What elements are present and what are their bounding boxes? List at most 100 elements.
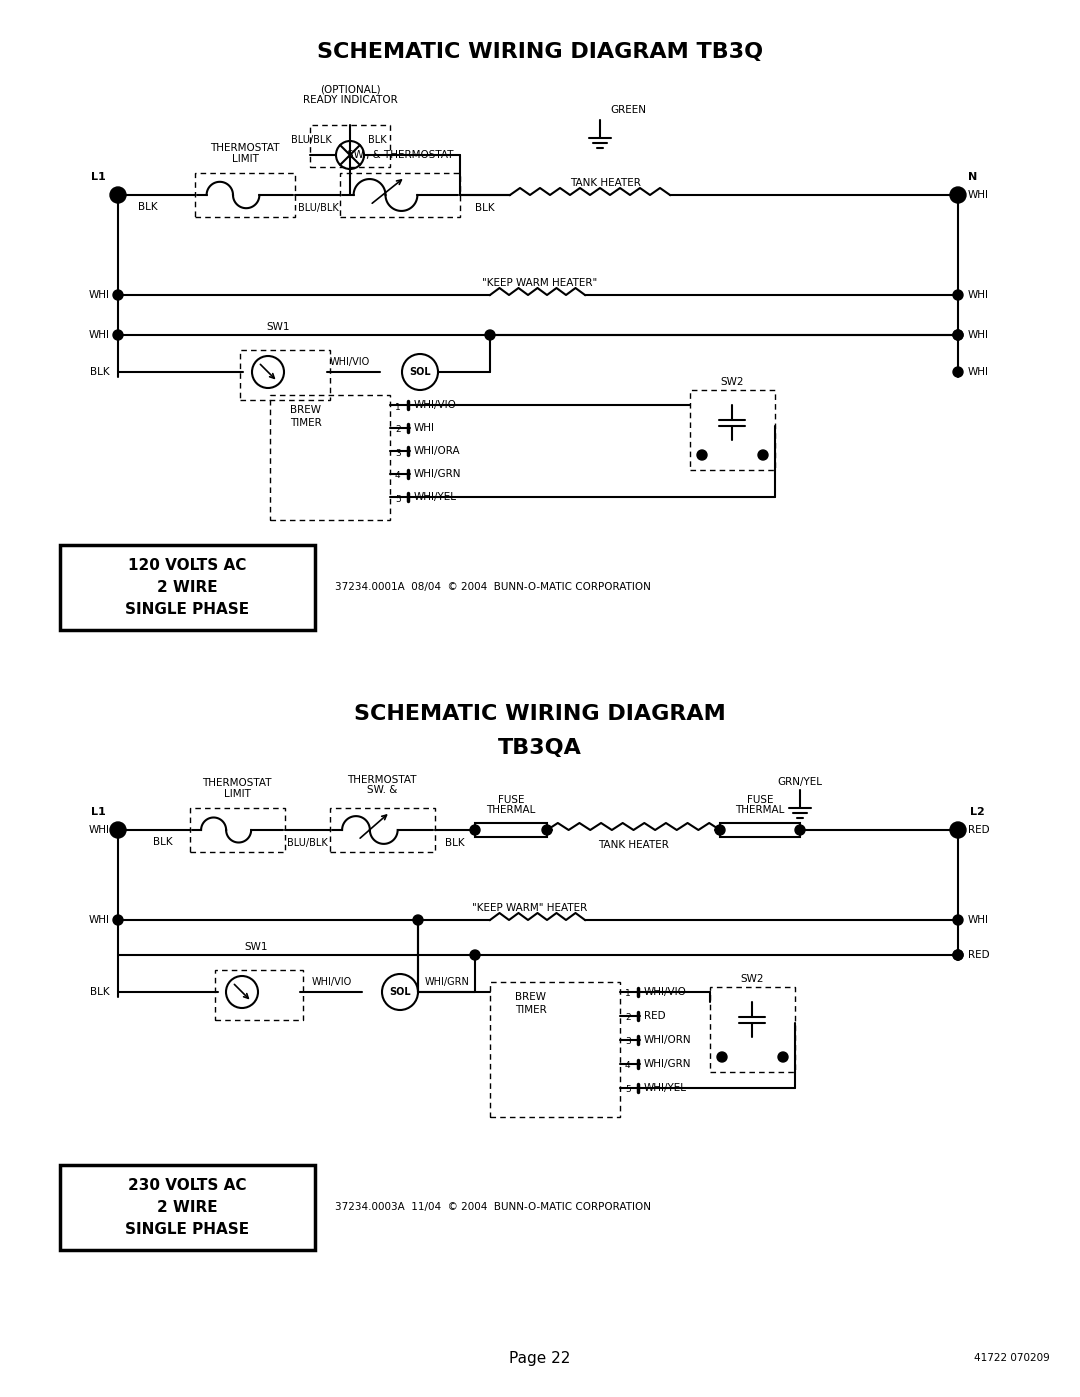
Text: WHI: WHI	[968, 915, 989, 925]
Bar	[475, 823, 546, 837]
Bar	[240, 351, 330, 400]
Text: FUSE: FUSE	[746, 795, 773, 805]
Text: BLK: BLK	[368, 136, 387, 145]
Text: 230 VOLTS AC: 230 VOLTS AC	[127, 1178, 246, 1193]
Text: WHI: WHI	[968, 190, 989, 200]
Text: L1: L1	[91, 172, 106, 182]
Text: WHI/VIO: WHI/VIO	[414, 400, 457, 409]
Bar	[690, 390, 775, 469]
Circle shape	[110, 187, 126, 203]
Text: "KEEP WARM" HEATER: "KEEP WARM" HEATER	[472, 902, 588, 914]
Bar	[330, 807, 435, 852]
Text: L2: L2	[970, 807, 985, 817]
Circle shape	[542, 826, 552, 835]
Text: SW., & THERMOSTAT: SW., & THERMOSTAT	[347, 149, 454, 161]
Text: BLK: BLK	[445, 838, 464, 848]
Text: 2: 2	[625, 1013, 631, 1023]
Circle shape	[953, 190, 963, 200]
Text: SCHEMATIC WIRING DIAGRAM: SCHEMATIC WIRING DIAGRAM	[354, 704, 726, 724]
Text: WHI: WHI	[968, 330, 989, 339]
Text: BLK: BLK	[475, 203, 495, 212]
Text: BLU/BLK: BLU/BLK	[298, 203, 338, 212]
Text: 2: 2	[395, 426, 401, 434]
Text: 2 WIRE: 2 WIRE	[157, 580, 217, 595]
Text: SOL: SOL	[389, 988, 410, 997]
Text: TANK HEATER: TANK HEATER	[597, 840, 669, 849]
Text: TIMER: TIMER	[515, 1004, 546, 1016]
Circle shape	[717, 1052, 727, 1062]
Text: BLK: BLK	[91, 988, 110, 997]
Text: THERMOSTAT: THERMOSTAT	[202, 778, 272, 788]
Bar	[720, 823, 800, 837]
Text: Page 22: Page 22	[510, 1351, 570, 1365]
Circle shape	[950, 821, 966, 838]
Circle shape	[953, 826, 963, 835]
Text: BLK: BLK	[91, 367, 110, 377]
Text: 41722 070209: 41722 070209	[974, 1354, 1050, 1363]
Text: WHI/VIO: WHI/VIO	[644, 988, 687, 997]
Text: WHI/ORN: WHI/ORN	[644, 1035, 691, 1045]
Text: THERMAL: THERMAL	[735, 805, 785, 814]
Text: 4: 4	[395, 472, 401, 481]
Text: THERMAL: THERMAL	[486, 805, 536, 814]
Text: WHI: WHI	[968, 367, 989, 377]
Circle shape	[470, 950, 480, 960]
Text: WHI/YEL: WHI/YEL	[644, 1083, 687, 1092]
Text: SOL: SOL	[409, 367, 431, 377]
Circle shape	[113, 291, 123, 300]
Text: RED: RED	[968, 826, 989, 835]
Text: 3: 3	[625, 1038, 631, 1046]
Text: 37234.0003A  11/04  © 2004  BUNN-O-MATIC CORPORATION: 37234.0003A 11/04 © 2004 BUNN-O-MATIC CO…	[335, 1201, 651, 1213]
Circle shape	[778, 1052, 788, 1062]
Text: RED: RED	[968, 950, 989, 960]
Text: 37234.0001A  08/04  © 2004  BUNN-O-MATIC CORPORATION: 37234.0001A 08/04 © 2004 BUNN-O-MATIC CO…	[335, 583, 651, 592]
Bar	[195, 173, 295, 217]
Text: BREW: BREW	[291, 405, 321, 415]
Text: TB3QA: TB3QA	[498, 738, 582, 759]
Text: SINGLE PHASE: SINGLE PHASE	[125, 602, 249, 616]
Text: LIMIT: LIMIT	[224, 789, 251, 799]
Circle shape	[953, 915, 963, 925]
Text: THERMOSTAT: THERMOSTAT	[348, 775, 417, 785]
Text: WHI: WHI	[89, 915, 110, 925]
Text: 1: 1	[395, 402, 401, 412]
Text: SW1: SW1	[267, 321, 289, 332]
Bar	[190, 807, 285, 852]
Text: BLU/BLK: BLU/BLK	[286, 838, 327, 848]
Text: (OPTIONAL): (OPTIONAL)	[320, 85, 380, 95]
Circle shape	[758, 450, 768, 460]
Circle shape	[953, 950, 963, 960]
Circle shape	[470, 826, 480, 835]
Text: GRN/YEL: GRN/YEL	[778, 777, 823, 787]
Text: FUSE: FUSE	[498, 795, 524, 805]
Text: GREEN: GREEN	[610, 105, 646, 115]
Text: WHI: WHI	[89, 330, 110, 339]
Circle shape	[413, 915, 423, 925]
Text: WHI/GRN: WHI/GRN	[424, 977, 470, 988]
Text: L1: L1	[91, 807, 106, 817]
Text: WHI: WHI	[89, 291, 110, 300]
Circle shape	[950, 187, 966, 203]
Text: THERMOSTAT: THERMOSTAT	[211, 142, 280, 154]
Text: SW1: SW1	[244, 942, 268, 951]
Circle shape	[953, 330, 963, 339]
Bar	[215, 970, 303, 1020]
Circle shape	[485, 330, 495, 339]
Text: WHI: WHI	[414, 423, 435, 433]
Text: TANK HEATER: TANK HEATER	[570, 177, 640, 189]
Bar	[340, 173, 460, 217]
Circle shape	[953, 950, 963, 960]
Text: WHI: WHI	[968, 291, 989, 300]
Text: WHI/YEL: WHI/YEL	[414, 492, 457, 502]
Text: WHI/VIO: WHI/VIO	[329, 358, 370, 367]
Circle shape	[715, 826, 725, 835]
Circle shape	[953, 367, 963, 377]
Bar	[710, 988, 795, 1071]
Circle shape	[953, 291, 963, 300]
Circle shape	[113, 915, 123, 925]
Text: TIMER: TIMER	[291, 418, 322, 427]
Text: WHI: WHI	[89, 826, 110, 835]
Text: 2 WIRE: 2 WIRE	[157, 1200, 217, 1214]
Text: WHI/ORA: WHI/ORA	[414, 446, 461, 455]
Circle shape	[110, 821, 126, 838]
